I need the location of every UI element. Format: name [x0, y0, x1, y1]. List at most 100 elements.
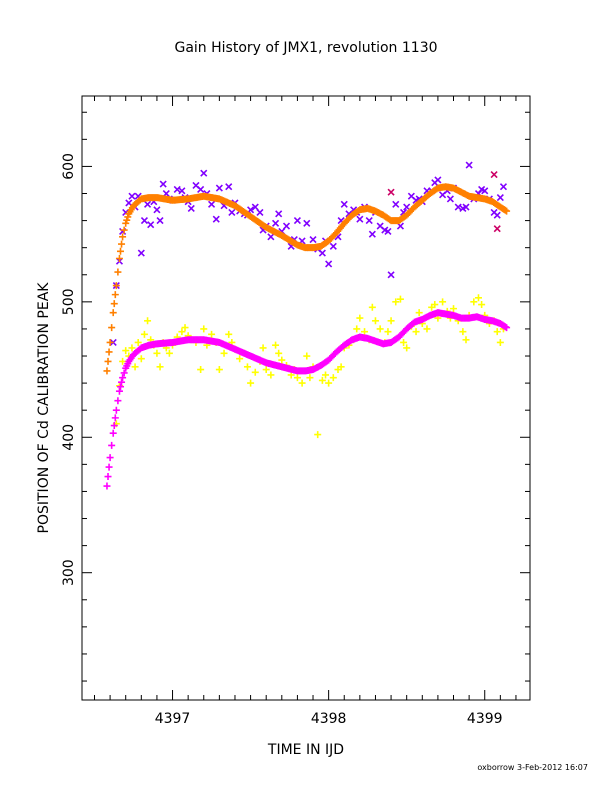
data-point [144, 317, 152, 325]
data-point [262, 366, 270, 374]
data-point [215, 184, 223, 192]
data-point [454, 203, 462, 211]
data-point [423, 325, 431, 333]
data-point [499, 183, 508, 191]
data-point [212, 215, 220, 223]
data-point [431, 301, 439, 309]
data-point [368, 230, 376, 238]
data-point [120, 369, 128, 377]
data-point [340, 200, 348, 208]
data-point [109, 429, 117, 437]
data-point [293, 217, 301, 225]
data-point [371, 317, 379, 325]
data-point [356, 314, 364, 322]
series-2 [103, 183, 511, 375]
data-point [356, 215, 364, 223]
data-point [256, 208, 264, 217]
data-point [318, 249, 326, 257]
data-point [278, 356, 286, 364]
data-point [368, 303, 376, 311]
data-point [173, 185, 181, 194]
data-point [474, 294, 482, 302]
data-point [119, 374, 127, 382]
plot-frame [81, 95, 531, 701]
data-point [147, 221, 155, 229]
data-point [400, 338, 408, 346]
data-point [208, 330, 216, 338]
data-point [267, 233, 275, 241]
data-point [314, 431, 322, 439]
data-point [187, 204, 195, 212]
data-point [156, 217, 164, 225]
data-point [446, 195, 454, 203]
data-point [439, 298, 447, 306]
data-point [275, 210, 283, 218]
data-point [501, 323, 509, 331]
data-point [325, 260, 333, 268]
data-point [128, 192, 136, 200]
data-point [403, 344, 411, 352]
data-point [153, 206, 161, 214]
data-point [434, 176, 442, 184]
data-point [137, 355, 145, 363]
y-tick-labels: 300 400 500 600 [61, 153, 77, 586]
data-point [309, 235, 317, 244]
data-point [387, 188, 395, 196]
data-point [165, 349, 173, 357]
data-point [112, 282, 120, 290]
y-tick-label: 500 [61, 288, 77, 315]
data-point [415, 309, 423, 317]
data-point [106, 338, 114, 346]
series-0 [109, 161, 508, 347]
data-point [459, 328, 467, 336]
data-point [251, 203, 259, 211]
outlier-points [387, 170, 501, 233]
data-point [108, 324, 116, 332]
data-point [450, 305, 458, 313]
data-point [387, 317, 395, 325]
data-point [124, 213, 132, 221]
data-point [272, 341, 280, 349]
data-point [306, 374, 314, 382]
data-point [103, 482, 111, 490]
data-point [337, 363, 345, 371]
data-point [384, 227, 392, 235]
data-point [325, 379, 333, 387]
data-point [118, 240, 126, 248]
data-point [243, 363, 251, 371]
data-point [181, 324, 189, 332]
x-tick-label: 4398 [311, 711, 347, 727]
data-point [117, 383, 125, 391]
data-point [481, 187, 489, 195]
data-point [103, 367, 111, 375]
data-point [122, 347, 130, 355]
data-point [387, 271, 395, 279]
data-point [322, 371, 330, 379]
data-point [376, 325, 384, 333]
data-point [303, 352, 311, 360]
data-point [247, 379, 255, 387]
footer-timestamp: oxborrow 3-Feb-2012 16:07 [477, 763, 588, 772]
data-point [465, 161, 473, 169]
data-point [412, 328, 420, 336]
y-tick-label: 600 [61, 153, 77, 180]
data-point [114, 397, 122, 405]
data-point [392, 298, 400, 306]
data-point [122, 219, 130, 227]
data-point [153, 349, 161, 357]
data-point [134, 338, 142, 346]
data-point [361, 328, 369, 336]
data-point [251, 368, 259, 376]
data-point [318, 376, 326, 384]
data-point [490, 170, 498, 179]
data-point [200, 325, 208, 333]
data-series [103, 161, 511, 490]
data-point [329, 242, 337, 250]
data-point [496, 338, 504, 346]
data-point [225, 330, 233, 338]
data-point [225, 183, 233, 191]
data-point [298, 379, 306, 387]
data-point [493, 225, 501, 233]
